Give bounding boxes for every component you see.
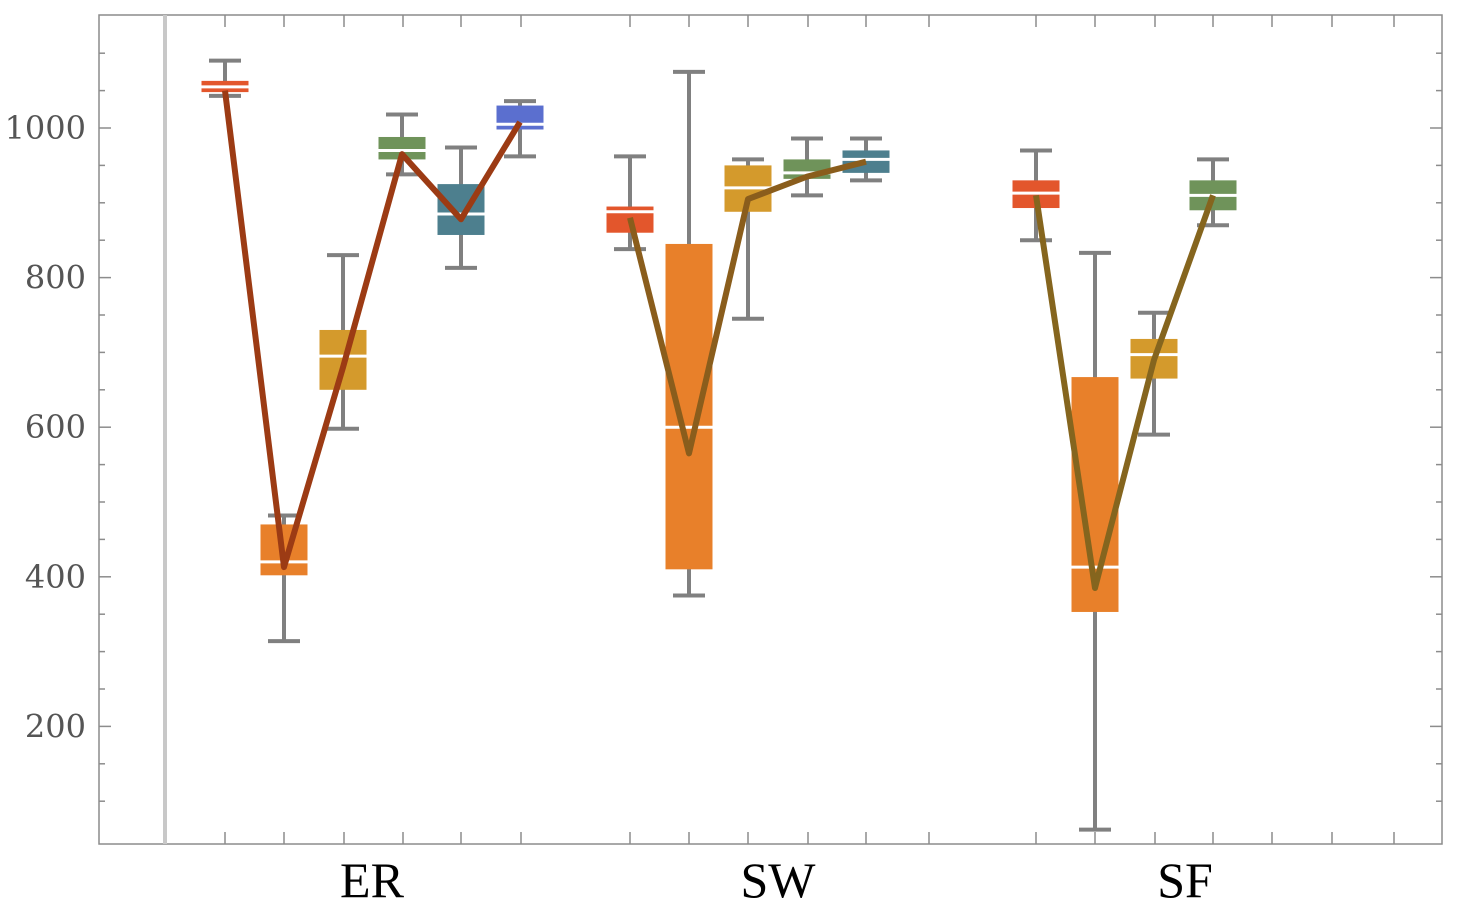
- y-tick-label: 400: [25, 558, 86, 596]
- box-sw-5: [842, 136, 890, 183]
- box-sw-2: [665, 69, 713, 598]
- box-sf-2: [1071, 250, 1119, 832]
- plot-frame: [98, 14, 1443, 845]
- box-body: [378, 136, 426, 160]
- trend-line-er: [222, 90, 523, 571]
- box-body: [665, 243, 713, 570]
- box-er-1: [201, 58, 249, 98]
- trend-line-sf: [1033, 194, 1216, 592]
- trend-line-sw: [627, 158, 867, 457]
- box-series: [201, 58, 1237, 832]
- group-label: SW: [741, 852, 817, 908]
- box-er-2: [260, 513, 308, 644]
- y-tick-label: 1000: [5, 109, 86, 147]
- box-er-5: [437, 145, 485, 270]
- trend-lines: [222, 90, 1216, 592]
- box-er-6: [496, 99, 544, 159]
- group-label: ER: [340, 852, 405, 908]
- y-tick-label: 600: [25, 408, 86, 446]
- box-sw-3: [724, 157, 772, 321]
- box-sw-4: [783, 136, 831, 198]
- y-axis: 200 400 600 800 1000: [5, 52, 1442, 802]
- box-sf-3: [1130, 310, 1178, 437]
- y-tick-label: 200: [25, 707, 86, 745]
- box-er-4: [378, 112, 426, 177]
- group-label: SF: [1157, 852, 1213, 908]
- y-tick-label: 800: [25, 259, 86, 297]
- box-er-3: [319, 253, 367, 431]
- box-sw-1: [606, 154, 654, 252]
- x-axis: ER SW SF: [224, 15, 1395, 908]
- box-sf-4: [1189, 157, 1237, 228]
